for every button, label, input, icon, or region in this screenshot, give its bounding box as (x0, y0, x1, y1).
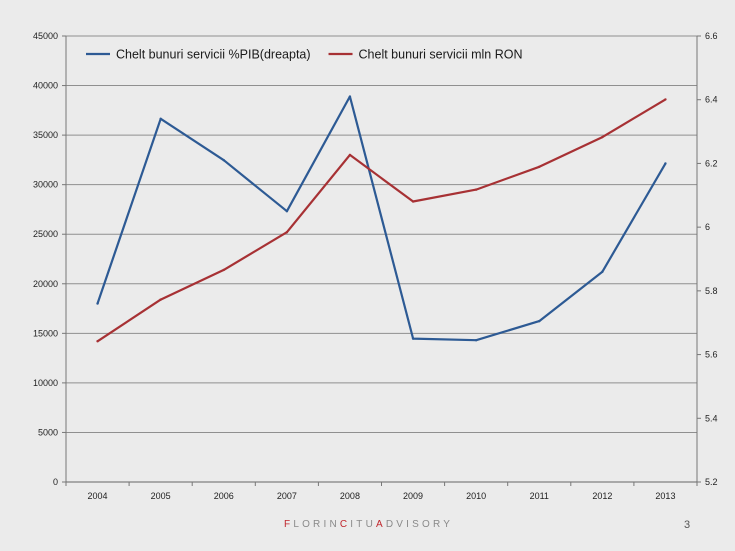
data-point (664, 162, 667, 165)
x-tick-label: 2008 (340, 491, 360, 501)
left-tick-label: 0 (53, 477, 58, 487)
left-tick-label: 5000 (38, 427, 58, 437)
data-point (285, 210, 289, 213)
page-number: 3 (684, 519, 691, 531)
legend-label-1: Chelt bunuri servicii mln RON (359, 48, 523, 62)
data-point (96, 340, 99, 343)
x-tick-label: 2011 (530, 491, 549, 501)
x-tick-label: 2013 (655, 491, 675, 501)
right-tick-label: 5.2 (705, 477, 718, 487)
data-point (348, 153, 352, 157)
data-point (474, 188, 478, 191)
brand-letters: LORIN (293, 519, 340, 530)
data-point (601, 135, 604, 139)
left-tick-label: 25000 (33, 229, 58, 239)
right-tick-label: 6 (705, 222, 710, 232)
gridlines (66, 35, 697, 433)
brand-letter-accent: A (376, 519, 386, 530)
data-point (222, 268, 225, 272)
data-point (538, 319, 541, 323)
data-point (411, 337, 415, 340)
data-point (159, 117, 162, 121)
chart-legend: Chelt bunuri servicii %PIB(dreapta) Chelt… (86, 48, 522, 62)
brand-letter-accent: F (284, 519, 294, 530)
x-tick-label: 2004 (88, 491, 108, 501)
right-tick-label: 5.8 (705, 286, 718, 296)
left-tick-label: 40000 (33, 81, 58, 91)
right-tick-label: 6.4 (705, 95, 718, 105)
axes (65, 36, 698, 483)
data-point (348, 95, 352, 98)
brand-letters: DVISORY (385, 519, 454, 530)
left-tick-label: 10000 (33, 378, 58, 388)
data-point (474, 339, 478, 342)
right-tick-label: 5.4 (705, 413, 718, 423)
x-axis-ticks: 2004 2005 2006 2007 2008 2009 2010 2011 2012 2013 (65, 482, 698, 501)
footer-brand: FLORINCITUADVISORY (284, 519, 453, 530)
x-tick-label: 2007 (277, 491, 297, 501)
data-point (96, 302, 99, 305)
data-point (664, 98, 667, 101)
left-tick-label: 45000 (33, 31, 58, 41)
data-point (601, 270, 604, 273)
left-tick-label: 30000 (33, 180, 58, 190)
x-tick-label: 2005 (151, 491, 171, 501)
x-tick-label: 2009 (403, 491, 423, 501)
x-tick-label: 2006 (214, 491, 234, 501)
brand-letter-accent: C (339, 519, 351, 530)
right-tick-label: 6.2 (705, 158, 718, 168)
right-tick-label: 6.6 (705, 31, 718, 41)
data-point (538, 165, 541, 169)
data-point (411, 200, 415, 203)
left-tick-label: 20000 (33, 279, 58, 289)
x-tick-label: 2010 (466, 491, 486, 501)
x-tick-label: 2012 (592, 491, 612, 501)
data-point (222, 159, 225, 162)
left-tick-label: 35000 (33, 130, 58, 140)
left-tick-label: 15000 (33, 328, 58, 338)
series-lines (96, 95, 667, 343)
data-point (285, 231, 289, 234)
brand-letters: ITU (350, 519, 377, 530)
data-point (159, 298, 162, 301)
left-y-axis-ticks: 0 5000 10000 15000 20000 25000 30000 35000 40000… (33, 31, 66, 487)
right-tick-label: 5.6 (705, 350, 718, 360)
series-line-0 (96, 95, 667, 342)
right-y-axis-ticks: 5.2 5.4 5.6 5.8 6 6.2 6.4 6.6 (697, 31, 718, 487)
legend-label-0: Chelt bunuri servicii %PIB(dreapta) (116, 48, 311, 62)
series-line-1 (96, 98, 667, 343)
